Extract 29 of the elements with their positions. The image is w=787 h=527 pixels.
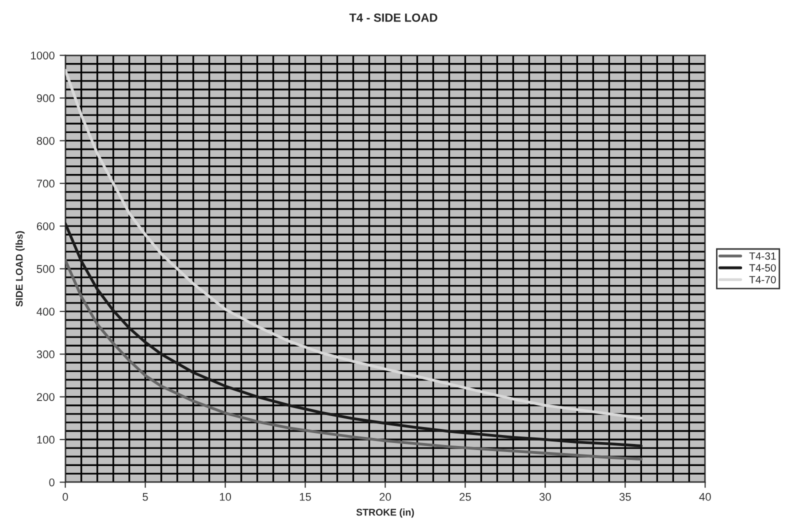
x-tick-label: 10 <box>220 492 232 501</box>
y-tick-label: 1000 <box>31 52 54 60</box>
chart-title: T4 - SIDE LOAD <box>349 13 438 22</box>
y-axis-title: SIDE LOAD (lbs) <box>16 231 25 307</box>
y-tick-label: 300 <box>36 350 54 358</box>
x-tick-label: 25 <box>460 492 471 501</box>
x-tick-label: 30 <box>539 492 551 501</box>
y-tick-label: 0 <box>49 478 54 486</box>
x-tick-label: 40 <box>699 492 711 501</box>
y-tick-label: 700 <box>36 180 54 188</box>
x-tick-label: 5 <box>142 493 148 501</box>
y-tick-label: 400 <box>36 308 54 316</box>
y-tick-label: 200 <box>36 393 54 401</box>
line-series <box>65 222 643 448</box>
x-tick-label: 15 <box>300 493 311 501</box>
x-tick-label: 35 <box>619 492 631 501</box>
line-series <box>65 68 643 420</box>
x-tick-label: 20 <box>380 492 391 501</box>
y-tick-label: 800 <box>36 136 54 145</box>
legend-label: T4-70 <box>749 276 776 284</box>
y-tick-label: 900 <box>36 94 54 102</box>
line-series <box>65 258 643 461</box>
legend-label: T4-50 <box>749 264 776 272</box>
legend-label: T4-31 <box>749 252 776 260</box>
y-tick-label: 100 <box>37 436 54 444</box>
x-axis-title: STROKE (in) <box>356 508 414 518</box>
y-tick-label: 500 <box>36 265 54 273</box>
x-tick-label: 0 <box>62 492 68 501</box>
y-tick-label: 600 <box>36 222 54 230</box>
